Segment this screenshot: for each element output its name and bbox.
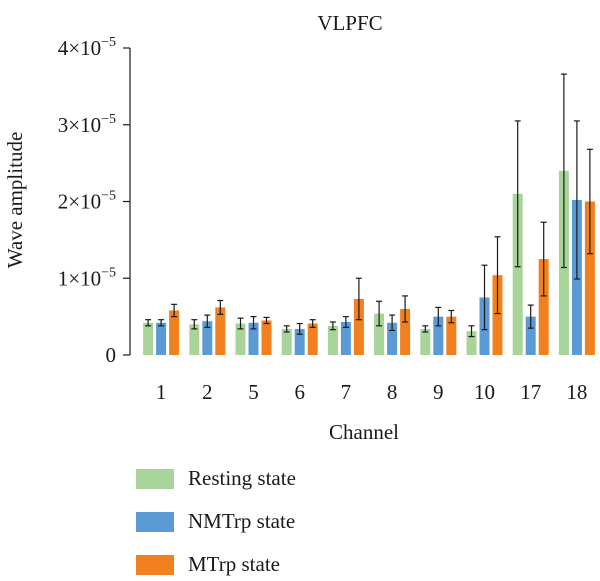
- bar-nmtrp-state: [433, 316, 444, 355]
- error-bar: [481, 264, 488, 331]
- x-tick-label: 7: [341, 380, 352, 404]
- bar-resting-state: [235, 323, 246, 355]
- error-bar: [560, 73, 567, 269]
- bar-chart: VLPFC Wave amplitude Channel 0 1×10−5 2×10…: [3, 11, 595, 444]
- legend-label-resting: Resting state: [188, 466, 296, 490]
- error-bar: [342, 316, 349, 328]
- error-bar: [250, 316, 257, 330]
- bar-nmtrp-state: [248, 322, 259, 355]
- error-bar: [309, 319, 316, 328]
- legend-label-mtrp: MTrp state: [188, 552, 280, 576]
- error-bar: [329, 321, 336, 331]
- x-axis-ticks: 1 2 5 6 7 8 9 10 17 18: [156, 380, 588, 404]
- error-bar: [422, 325, 429, 333]
- legend-item-mtrp: MTrp state: [130, 550, 430, 580]
- error-bar: [355, 277, 362, 321]
- x-tick-label: 10: [474, 380, 495, 404]
- chart-title: VLPFC: [317, 11, 382, 35]
- y-tick-label: 2×10−5: [58, 189, 116, 214]
- legend-item-nmtrp: NMTrp state: [130, 507, 430, 537]
- error-bar: [158, 319, 165, 327]
- error-bar: [283, 325, 290, 333]
- bar-mtrp-state: [446, 316, 457, 355]
- y-tick-label: 3×10−5: [58, 112, 116, 137]
- y-tick-label: 1×10−5: [58, 265, 116, 290]
- bar-nmtrp-state: [202, 321, 213, 355]
- error-bar: [527, 304, 534, 329]
- error-bar: [263, 316, 270, 325]
- error-bar: [494, 236, 501, 315]
- bar-resting-state: [374, 313, 385, 355]
- y-tick-label: 0: [106, 343, 117, 367]
- bar-resting-state: [281, 328, 292, 355]
- x-tick-label: 5: [248, 380, 259, 404]
- x-tick-label: 9: [433, 380, 444, 404]
- bar-resting-state: [189, 324, 200, 355]
- legend-swatch-mtrp: [136, 555, 174, 575]
- bars: [143, 170, 595, 355]
- legend-item-resting: Resting state: [130, 464, 430, 494]
- y-tick-label: 4×10−5: [58, 35, 116, 60]
- error-bar: [217, 299, 224, 315]
- bar-nmtrp-state: [294, 328, 305, 355]
- bar-mtrp-state: [169, 310, 180, 355]
- error-bar: [389, 314, 396, 332]
- error-bar: [171, 303, 178, 318]
- bar-resting-state: [466, 331, 477, 355]
- error-bar: [237, 317, 244, 330]
- error-bars: [145, 73, 593, 338]
- x-tick-label: 18: [566, 380, 587, 404]
- bar-mtrp-state: [307, 323, 318, 355]
- bar-resting-state: [327, 325, 338, 355]
- y-axis-ticks: 0 1×10−5 2×10−5 3×10−5 4×10−5: [58, 35, 130, 367]
- bar-nmtrp-state: [525, 316, 536, 355]
- bar-mtrp-state: [538, 259, 549, 355]
- bar-mtrp-state: [492, 275, 503, 355]
- bar-mtrp-state: [584, 201, 595, 355]
- error-bar: [376, 300, 383, 327]
- error-bar: [296, 322, 303, 335]
- x-tick-label: 1: [156, 380, 167, 404]
- x-tick-label: 17: [520, 380, 541, 404]
- error-bar: [448, 309, 455, 324]
- bar-mtrp-state: [215, 307, 226, 355]
- x-axis-label: Channel: [329, 420, 399, 444]
- legend-swatch-resting: [136, 469, 174, 489]
- error-bar: [514, 120, 521, 268]
- x-tick-label: 6: [294, 380, 305, 404]
- legend-swatch-nmtrp: [136, 512, 174, 532]
- bar-resting-state: [512, 193, 523, 355]
- x-tick-label: 8: [387, 380, 398, 404]
- bar-resting-state: [143, 322, 154, 355]
- error-bar: [586, 148, 593, 255]
- x-tick-label: 2: [202, 380, 213, 404]
- bar-mtrp-state: [400, 308, 411, 355]
- bar-mtrp-state: [353, 298, 364, 355]
- error-bar: [402, 295, 409, 323]
- bar-nmtrp-state: [387, 322, 398, 355]
- error-bar: [435, 306, 442, 327]
- y-axis-label: Wave amplitude: [3, 132, 27, 269]
- bar-nmtrp-state: [156, 322, 167, 355]
- bar-resting-state: [420, 328, 431, 355]
- bar-nmtrp-state: [340, 321, 351, 355]
- error-bar: [145, 319, 152, 327]
- error-bar: [191, 319, 198, 330]
- bar-mtrp-state: [261, 320, 272, 355]
- error-bar: [468, 325, 475, 338]
- legend-label-nmtrp: NMTrp state: [188, 509, 296, 533]
- error-bar: [573, 120, 580, 280]
- error-bar: [540, 221, 547, 297]
- error-bar: [204, 314, 211, 328]
